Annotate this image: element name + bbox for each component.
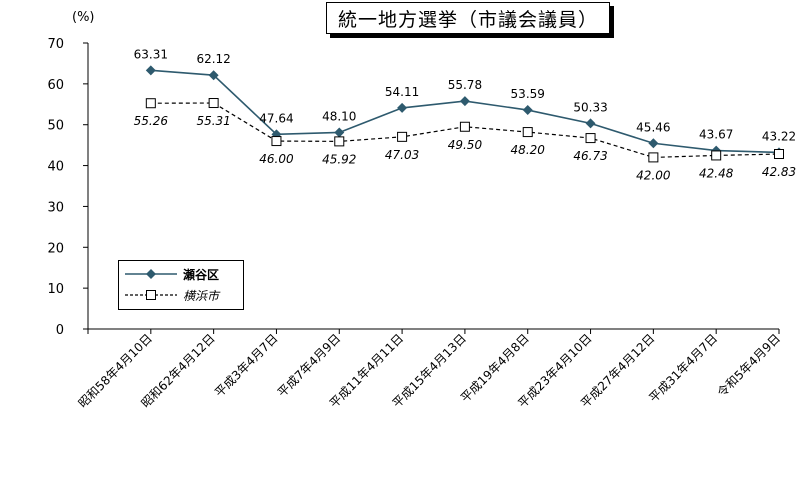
x-tick-label: 平成7年4月9日 xyxy=(275,331,344,400)
y-tick-label: 10 xyxy=(47,282,64,297)
legend-symbol-seya xyxy=(125,269,177,279)
data-point-yokohama xyxy=(271,136,282,147)
data-point-yokohama xyxy=(459,121,470,132)
data-label-yokohama: 46.00 xyxy=(259,152,294,166)
y-tick-label: 30 xyxy=(47,200,64,215)
data-label-yokohama: 55.26 xyxy=(134,114,169,128)
x-tick-label: 平成31年4月7日 xyxy=(646,331,720,405)
data-label-yokohama: 42.83 xyxy=(762,165,796,179)
data-point-seya xyxy=(522,105,533,116)
y-tick-label: 20 xyxy=(47,241,64,256)
data-point-seya xyxy=(459,96,470,107)
chart-title: 統一地方選挙（市議会議員） xyxy=(337,8,598,31)
data-label-seya: 45.46 xyxy=(636,120,670,134)
data-label-yokohama: 47.03 xyxy=(385,148,419,162)
y-axis-unit-label: (%) xyxy=(72,10,95,25)
data-point-seya xyxy=(585,118,596,129)
data-point-yokohama xyxy=(397,131,408,142)
data-label-yokohama: 46.73 xyxy=(573,149,607,163)
data-label-yokohama: 42.48 xyxy=(699,166,734,180)
legend: 瀬谷区 横浜市 xyxy=(118,260,244,310)
data-point-seya xyxy=(145,65,156,76)
chart-title-box: 統一地方選挙（市議会議員） xyxy=(326,2,610,34)
data-label-seya: 54.11 xyxy=(385,85,419,99)
data-point-seya xyxy=(397,102,408,113)
data-point-seya xyxy=(334,127,345,138)
data-label-seya: 47.64 xyxy=(259,111,293,125)
data-label-seya: 43.22 xyxy=(762,129,796,143)
data-label-seya: 55.78 xyxy=(448,78,482,92)
data-label-seya: 63.31 xyxy=(134,47,168,61)
x-tick-label: 平成3年4月7日 xyxy=(212,331,281,400)
data-point-seya xyxy=(208,70,219,81)
data-label-seya: 53.59 xyxy=(511,87,545,101)
legend-label-yokohama: 横浜市 xyxy=(183,288,220,303)
data-point-yokohama xyxy=(522,127,533,138)
data-point-yokohama xyxy=(648,152,659,163)
data-label-yokohama: 55.31 xyxy=(196,114,230,128)
legend-item-seya: 瀬谷区 xyxy=(125,266,219,282)
data-point-yokohama xyxy=(208,98,219,109)
x-tick-label: 令和5年4月9日 xyxy=(714,331,783,400)
legend-item-yokohama: 横浜市 xyxy=(125,287,219,303)
data-point-yokohama xyxy=(145,98,156,109)
data-point-yokohama xyxy=(711,150,722,161)
data-point-yokohama xyxy=(334,136,345,147)
data-label-seya: 43.67 xyxy=(699,128,733,142)
y-tick-label: 70 xyxy=(47,37,64,52)
data-label-yokohama: 42.00 xyxy=(636,168,671,182)
data-label-seya: 50.33 xyxy=(573,100,607,114)
legend-symbol-yokohama xyxy=(125,290,177,300)
data-point-yokohama xyxy=(585,133,596,144)
data-label-yokohama: 45.92 xyxy=(322,152,356,166)
y-tick-label: 50 xyxy=(47,119,64,134)
data-point-seya xyxy=(648,138,659,149)
y-tick-label: 0 xyxy=(56,323,64,338)
y-tick-label: 40 xyxy=(47,160,64,175)
data-label-seya: 62.12 xyxy=(196,52,230,66)
data-label-yokohama: 49.50 xyxy=(448,138,483,152)
data-label-seya: 48.10 xyxy=(322,109,356,123)
legend-label-seya: 瀬谷区 xyxy=(183,267,220,282)
data-label-yokohama: 48.20 xyxy=(511,143,546,157)
data-point-yokohama xyxy=(774,149,784,160)
y-tick-label: 60 xyxy=(47,78,64,93)
